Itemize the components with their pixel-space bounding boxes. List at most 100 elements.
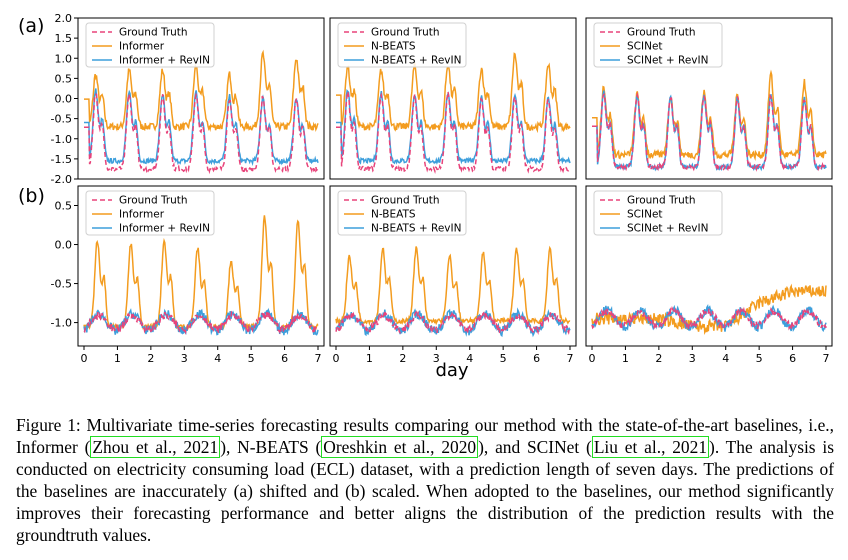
legend-label: Ground Truth	[119, 195, 188, 207]
panel-frame	[77, 185, 325, 347]
series-line-ground-truth	[592, 91, 827, 173]
x-tick-label: 5	[500, 352, 507, 365]
y-tick-label: 0.0	[55, 93, 73, 106]
x-tick-label: 3	[181, 352, 188, 365]
row-label-a: (a)	[18, 15, 44, 37]
x-tick-label: 4	[722, 352, 729, 365]
y-tick-label: 2.0	[55, 12, 73, 25]
panel-frame	[585, 17, 833, 180]
x-tick-label: 2	[399, 352, 406, 365]
y-tick-label: 0.5	[55, 72, 73, 85]
citation-liu[interactable]: Liu et al., 2021	[591, 436, 710, 458]
legend: Ground Truth Informer Informer + RevIN	[85, 190, 215, 236]
x-tick-label: 6	[281, 352, 288, 365]
legend-label: Ground Truth	[371, 195, 440, 207]
panel-frame	[585, 185, 833, 347]
y-tick-label: 1.5	[55, 32, 73, 45]
caption-text-3: ), and SCINet (	[478, 437, 592, 457]
y-tick-label: 0.5	[55, 200, 73, 213]
y-tick-label: 1.0	[55, 52, 73, 65]
y-tick-label: -1.5	[51, 153, 72, 166]
x-tick-label: 5	[756, 352, 763, 365]
legend-label: Informer + RevIN	[119, 223, 210, 235]
legend-label: Ground Truth	[119, 27, 188, 39]
legend: Ground Truth N-BEATS N-BEATS + RevIN	[337, 22, 467, 68]
legend-label: Informer + RevIN	[119, 55, 210, 67]
x-tick-label: 1	[114, 352, 121, 365]
panel-a-scinet: Ground Truth SCINet SCINet + RevIN	[585, 17, 833, 180]
x-tick-label: 1	[622, 352, 629, 365]
x-tick-label: 6	[533, 352, 540, 365]
y-tick-label: -0.5	[51, 113, 72, 126]
legend-box	[85, 22, 215, 68]
legend-label: N-BEATS	[371, 209, 416, 221]
x-tick-label: 7	[823, 352, 830, 365]
y-tick-label: -1.0	[51, 317, 72, 330]
citation-oreshkin[interactable]: Oreshkin et al., 2020	[321, 436, 479, 458]
y-tick-label: -2.0	[51, 173, 72, 186]
caption-text-1: Figure 1: Multivariate time-series forec…	[16, 415, 834, 457]
legend-label: Ground Truth	[371, 27, 440, 39]
legend-label: SCINet + RevIN	[627, 223, 708, 235]
legend-label: SCINet + RevIN	[627, 55, 708, 67]
panel-a-informer: 2.0 1.5 1.0 0.5 0.0 -0.5 -1.0 -1.5 -2.0 Ground Tr…	[51, 12, 325, 186]
x-tick-label: 6	[789, 352, 796, 365]
legend-label: N-BEATS + RevIN	[371, 55, 461, 67]
panel-a-nbeats: Ground Truth N-BEATS N-BEATS + RevIN	[329, 17, 577, 180]
series-line-ground-truth	[84, 92, 319, 175]
x-tick-label: 3	[433, 352, 440, 365]
legend-label: Ground Truth	[627, 195, 696, 207]
x-tick-label: 7	[567, 352, 574, 365]
figure-charts: (a) 2.0 1.5 1.0 0.5 0.0 -0.5 -1.0 -1.5 -2.0 Ground…	[18, 12, 833, 381]
series-line-ground-truth	[83, 310, 319, 335]
legend-label: SCINet	[627, 209, 663, 221]
x-tick-label: 4	[214, 352, 221, 365]
x-tick-label: 4	[466, 352, 473, 365]
legend-label: Ground Truth	[627, 27, 696, 39]
x-tick-label: 7	[315, 352, 322, 365]
citation-zhou[interactable]: Zhou et al., 2021	[90, 436, 221, 458]
series-line-ground-truth	[335, 310, 571, 335]
caption-text-2: ), N-BEATS (	[220, 437, 322, 457]
series-line-ground-truth	[591, 305, 827, 332]
series-line-revin	[591, 304, 827, 333]
x-tick-label: 3	[689, 352, 696, 365]
y-tick-label: 0.0	[55, 239, 73, 252]
legend-box	[337, 190, 467, 236]
legend-box	[593, 190, 723, 236]
figure-caption: Figure 1: Multivariate time-series forec…	[16, 414, 834, 546]
legend: Ground Truth SCINet SCINet + RevIN	[593, 190, 723, 236]
legend-box	[593, 22, 723, 68]
x-axis-label: day	[435, 360, 468, 381]
x-tick-label: 5	[248, 352, 255, 365]
series-line-baseline	[84, 49, 319, 133]
legend-box	[337, 22, 467, 68]
legend-label: Informer	[119, 41, 165, 53]
y-tick-label: -1.0	[51, 133, 72, 146]
series-line-baseline	[335, 245, 571, 327]
legend-label: Informer	[119, 209, 165, 221]
series-line-baseline	[336, 52, 571, 134]
x-tick-label: 2	[147, 352, 154, 365]
series-line-ground-truth	[336, 91, 571, 175]
x-tick-label: 0	[81, 352, 88, 365]
x-tick-label: 1	[366, 352, 373, 365]
legend-label: SCINet	[627, 41, 663, 53]
x-tick-label: 2	[655, 352, 662, 365]
panel-frame	[329, 185, 577, 347]
row-label-b: (b)	[18, 185, 45, 207]
legend: Ground Truth N-BEATS N-BEATS + RevIN	[337, 190, 467, 236]
legend: Ground Truth SCINet SCINet + RevIN	[593, 22, 723, 68]
x-tick-label: 0	[589, 352, 596, 365]
legend-label: N-BEATS + RevIN	[371, 223, 461, 235]
panel-b-informer: 0.5 0.0 -0.5 -1.0 0 1 2 3 4 5 6 7 Ground Truth Inform…	[51, 185, 325, 365]
legend: Ground Truth Informer Informer + RevIN	[85, 22, 215, 68]
x-tick-label: 0	[333, 352, 340, 365]
legend-box	[85, 190, 215, 236]
panel-b-nbeats: 0 1 2 3 4 5 6 7 Ground Truth N-BEATS N-BEATS + Rev…	[329, 185, 577, 365]
series-line-baseline	[592, 69, 827, 162]
caption-text-4: ). The analysis is conducted on electric…	[16, 437, 834, 545]
legend-label: N-BEATS	[371, 41, 416, 53]
panel-b-scinet: 0 1 2 3 4 5 6 7 Ground Truth SCINet SCINet + RevIN	[585, 185, 833, 365]
panel-frame	[329, 17, 577, 180]
